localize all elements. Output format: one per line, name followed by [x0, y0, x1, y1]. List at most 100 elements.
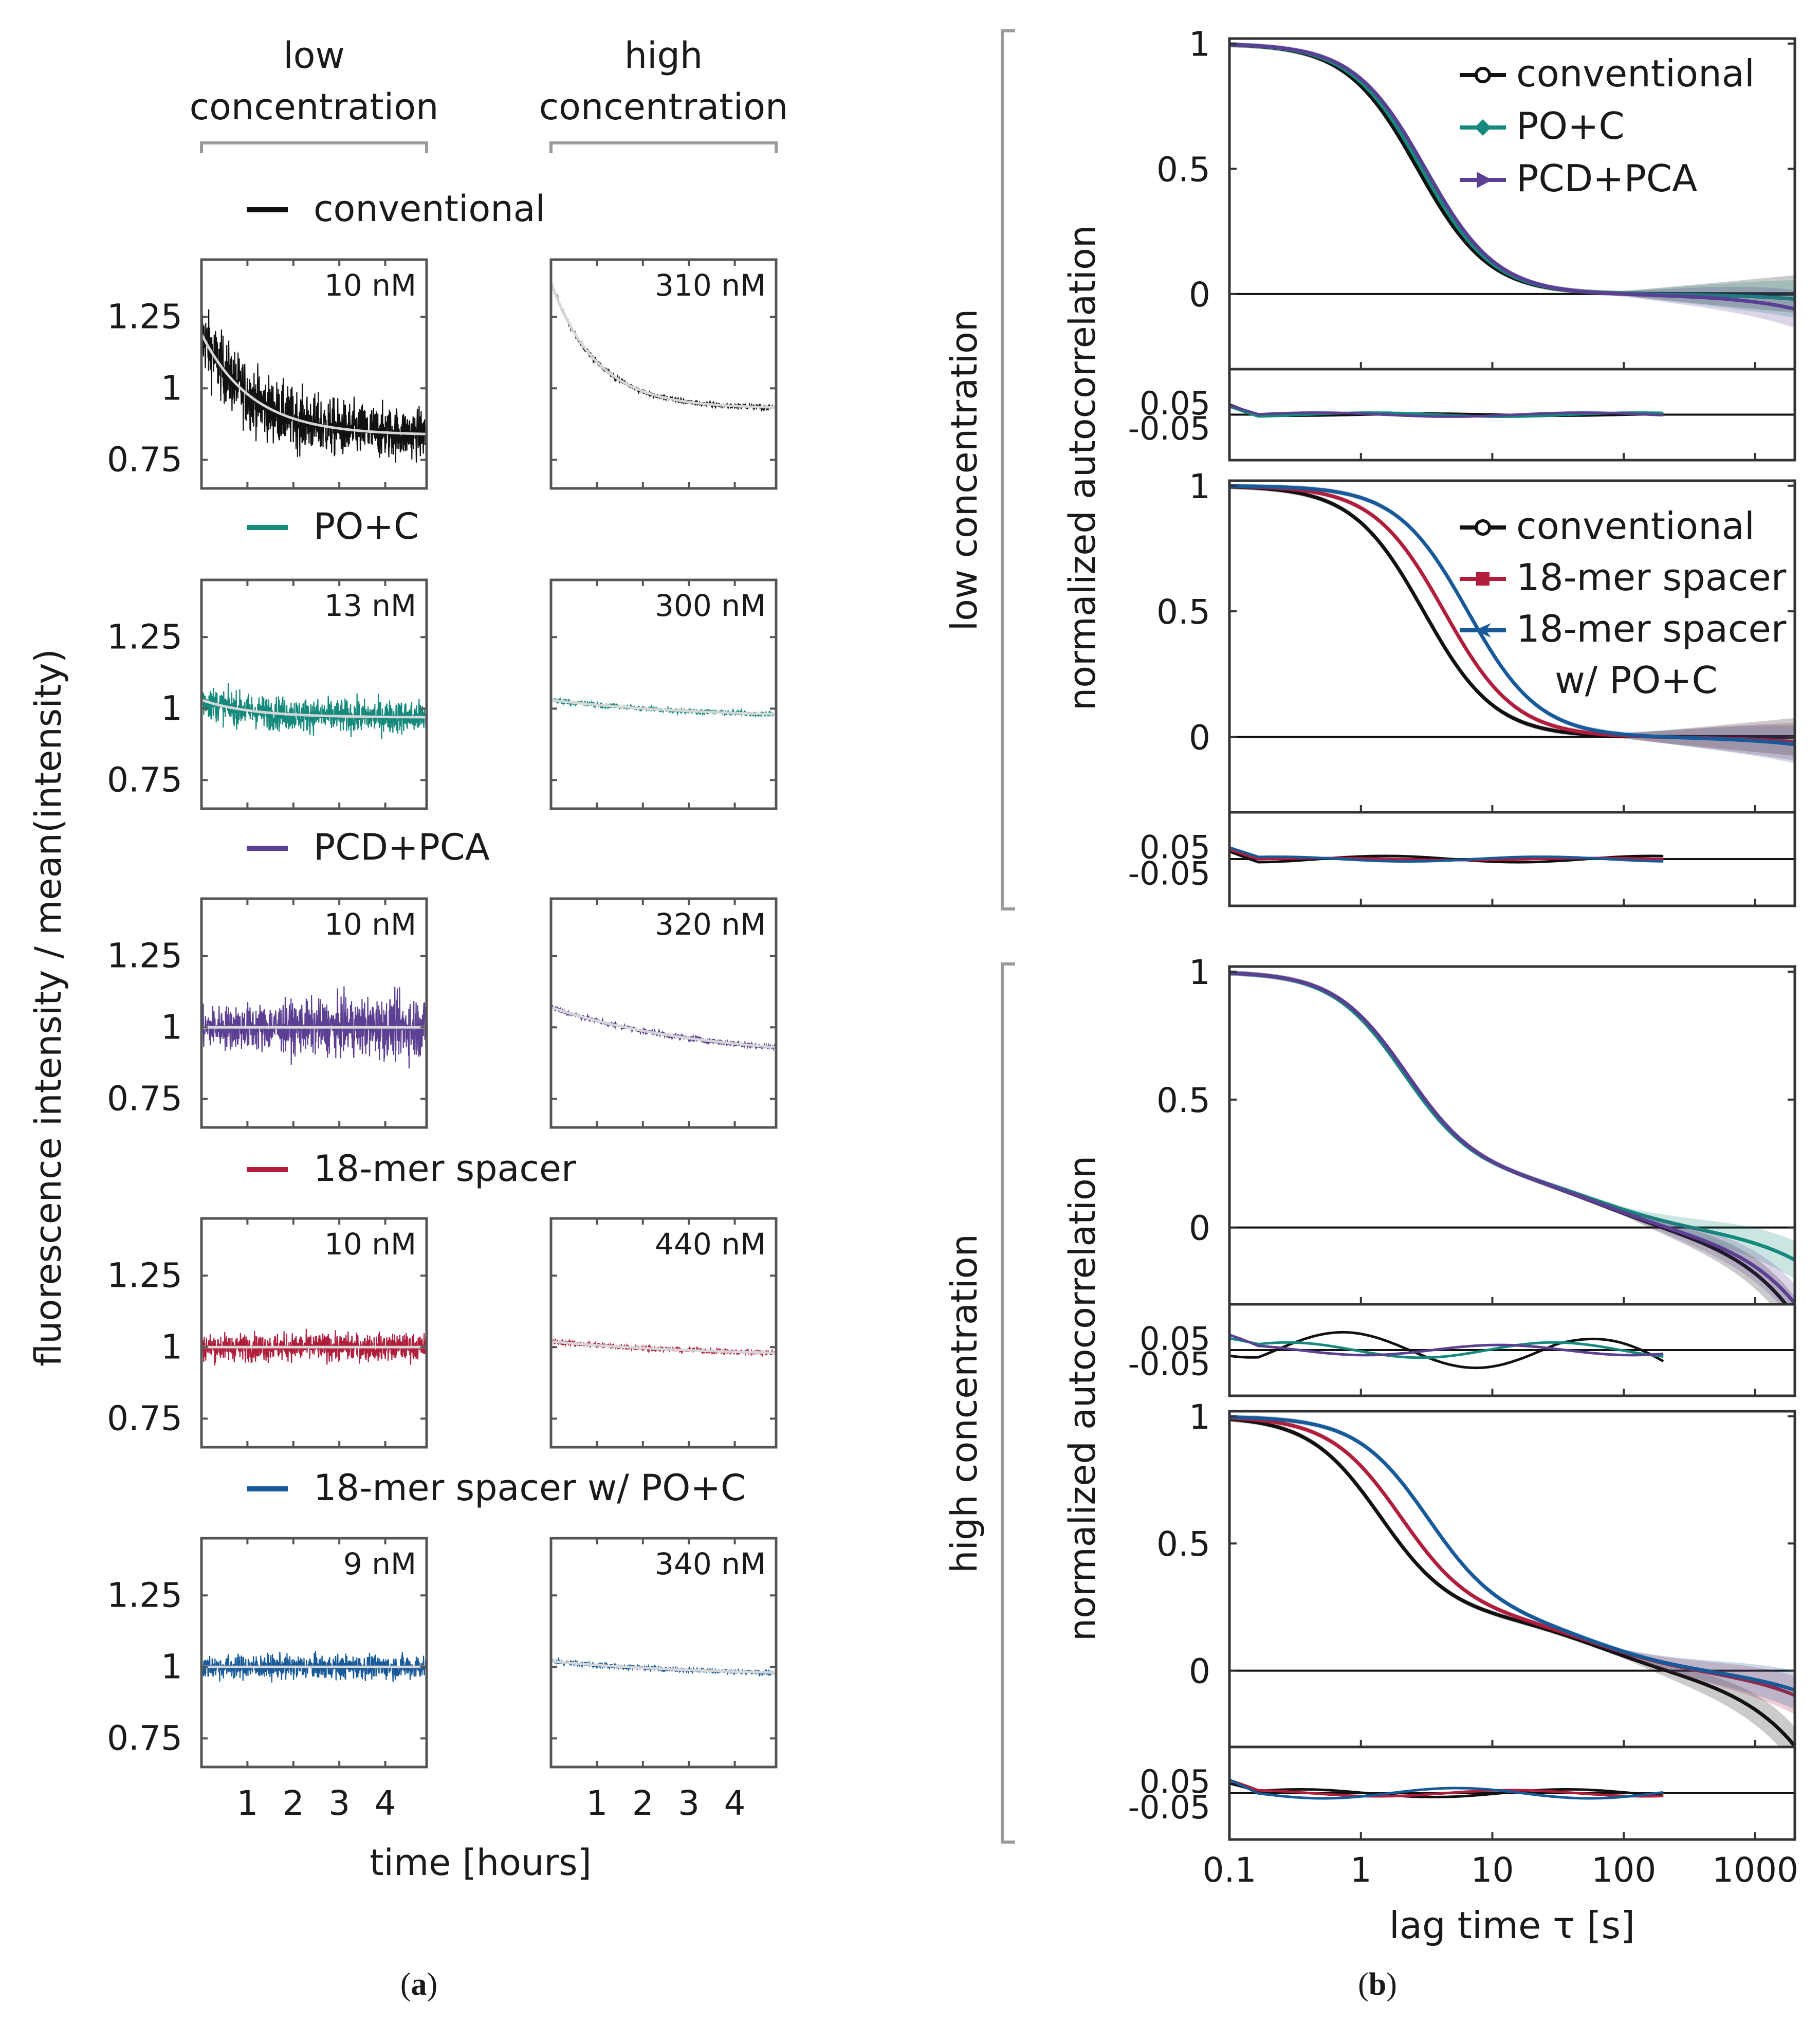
acf-y-tick-label: 0 [1189, 718, 1210, 757]
acf-y-tick-label: 0 [1189, 1652, 1210, 1691]
y-tick-label-po-c: 1 [161, 688, 182, 728]
acf-band-conventional [1229, 42, 1795, 313]
axes-box-pcd-pca-low [200, 897, 428, 1129]
fit-line-pcd-pca-high [551, 1006, 776, 1049]
y-tick-label-18-mer-spacer: 0.75 [107, 1398, 182, 1438]
residual-curve-conventional [1229, 1782, 1664, 1798]
axes-box-pcd-pca-high [549, 897, 778, 1129]
panel-b-label: (b) [1358, 1967, 1397, 2002]
column-header-low-line2: concentration [190, 86, 439, 128]
legend-marker-square [1476, 572, 1490, 586]
residual-curve-18-mer-spacer [1229, 1779, 1664, 1798]
legend-marker-diamond [1475, 119, 1491, 136]
panel-b-xlabel: lag time τ [s] [1389, 1904, 1635, 1947]
trace-panel-pcd-pca-high: 320 nM [549, 897, 778, 1129]
concentration-label-18-mer-spacer-w-po-c-high: 340 nM [655, 1546, 766, 1581]
bracket-label-high: high concentration [943, 1234, 985, 1573]
y-tick-label-conventional: 1.25 [107, 297, 182, 336]
axes-box-18-mer-spacer-low [200, 1217, 428, 1449]
trace-panel-po-c-high: 300 nM [549, 578, 778, 810]
legend-text-po-c: PO+C [1516, 104, 1625, 148]
acf-band-po-c [1229, 42, 1795, 318]
residual-curve-po-c [1229, 1337, 1664, 1359]
concentration-label-po-c-low: 13 nM [324, 588, 416, 623]
column-header-high-line2: concentration [539, 86, 788, 128]
residual-curve-18-mer-spacer-w-po-c [1229, 846, 1664, 863]
legend-label-18-mer-spacer-w-po-c: 18-mer spacer w/ PO+C [314, 1467, 746, 1509]
residual-axes-box [1228, 811, 1796, 907]
x-tick-label-low: 2 [283, 1783, 304, 1823]
acf-band-conventional [1229, 484, 1795, 756]
residual-y-tick-label: 0.05 [1139, 1320, 1210, 1357]
legend-text-18-mer-spacer: 18-mer spacer [1516, 556, 1787, 599]
legend-label-pcd-pca: PCD+PCA [314, 826, 490, 868]
acf-y-tick-label: 0.5 [1156, 150, 1210, 189]
acf-curve-18-mer-spacer-w-po-c [1229, 484, 1795, 746]
legend-text-conventional: conventional [1516, 504, 1755, 548]
x-tick-label-high: 2 [632, 1783, 654, 1823]
legend-marker-circle [1475, 519, 1491, 536]
residual-curve-18-mer-spacer-w-po-c [1229, 1778, 1664, 1800]
residual-curve-conventional [1229, 1331, 1664, 1370]
y-tick-label-18-mer-spacer: 1 [161, 1327, 182, 1367]
concentration-label-po-c-high: 300 nM [655, 588, 766, 623]
panel-a-label: (a) [400, 1967, 437, 2002]
axes-box-conventional-high [549, 258, 778, 490]
fit-line-conventional-low [201, 333, 427, 435]
legend-marker-triangle [1477, 172, 1492, 188]
residual-y-tick-label: -0.05 [1128, 1789, 1210, 1826]
axes-box-18-mer-spacer-w-po-c-high [549, 1537, 778, 1769]
trace-18-mer-spacer-w-po-c-low [201, 1650, 427, 1683]
legend-label-po-c: PO+C [314, 505, 419, 548]
bracket-label-low: low concentration [943, 309, 985, 631]
acf-x-tick-label: 1000 [1712, 1850, 1798, 1890]
y-tick-label-18-mer-spacer-w-po-c: 0.75 [107, 1718, 182, 1758]
acf-band-18-mer-spacer-w-po-c [1229, 483, 1795, 763]
acf-y-tick-label: 1 [1189, 467, 1210, 506]
panel-a-xlabel: time [hours] [370, 1842, 592, 1884]
x-tick-label-low: 1 [236, 1783, 258, 1823]
x-tick-label-high: 1 [586, 1783, 608, 1823]
residual-axes-box [1228, 1303, 1796, 1397]
acf-curve-pcd-pca [1229, 971, 1795, 1304]
y-tick-label-po-c: 1.25 [107, 617, 182, 657]
concentration-label-conventional-high: 310 nM [655, 268, 766, 303]
acf-band-conventional [1229, 1416, 1795, 1747]
legend-marker-star [1475, 623, 1491, 637]
acf-curve-18-mer-spacer [1229, 1416, 1795, 1697]
acf-band-pcd-pca [1229, 970, 1795, 1304]
acf-y-tick-label: 1 [1189, 1397, 1210, 1437]
trace-conventional-low [201, 309, 427, 463]
trace-18-mer-spacer-low [201, 1328, 427, 1366]
x-tick-label-low: 3 [328, 1783, 350, 1823]
panel-b: 10.500.05-0.0510.500.05-0.0510.500.05-0.… [943, 25, 1798, 1947]
trace-panel-conventional-high: 310 nM [549, 258, 778, 490]
fit-line-conventional-high [551, 282, 776, 409]
acf-curve-conventional [1229, 1417, 1795, 1747]
concentration-label-18-mer-spacer-low: 10 nM [324, 1227, 416, 1262]
acf-band-po-c [1229, 971, 1795, 1280]
acf-x-tick-label: 10 [1471, 1850, 1514, 1890]
column-header-low-line1: low [283, 34, 345, 77]
column-bracket-low [200, 141, 428, 153]
acf-y-tick-label: 0.5 [1156, 592, 1210, 632]
residual-y-tick-label: -0.05 [1128, 854, 1210, 892]
trace-panel-po-c-low: 13 nM 1.25 1 0.75 [107, 578, 428, 810]
acf-curve-18-mer-spacer-w-po-c [1229, 1415, 1795, 1692]
trace-panel-18-mer-spacer-w-po-c-high: 340 nM [549, 1537, 778, 1769]
residual-axes-box [1228, 368, 1796, 462]
trace-panel-18-mer-spacer-w-po-c-low: 9 nM 1.25 1 0.75 [107, 1537, 428, 1769]
legend-text-conventional: conventional [1516, 52, 1755, 95]
residual-curve-pcd-pca [1229, 1334, 1664, 1357]
column-header-high-line1: high [624, 34, 703, 77]
concentration-label-pcd-pca-low: 10 nM [324, 907, 416, 942]
x-tick-label-low: 4 [375, 1783, 396, 1823]
trace-panel-pcd-pca-low: 10 nM 1.25 1 0.75 [107, 897, 428, 1129]
trace-pcd-pca-low [201, 986, 427, 1069]
y-tick-label-pcd-pca: 1 [161, 1007, 182, 1047]
residual-curve-pcd-pca [1229, 404, 1664, 418]
residual-y-tick-label: 0.05 [1139, 829, 1210, 866]
acf-y-tick-label: 1 [1189, 953, 1210, 992]
acf-curve-po-c [1229, 971, 1795, 1262]
acf-band-18-mer-spacer [1229, 1415, 1795, 1715]
